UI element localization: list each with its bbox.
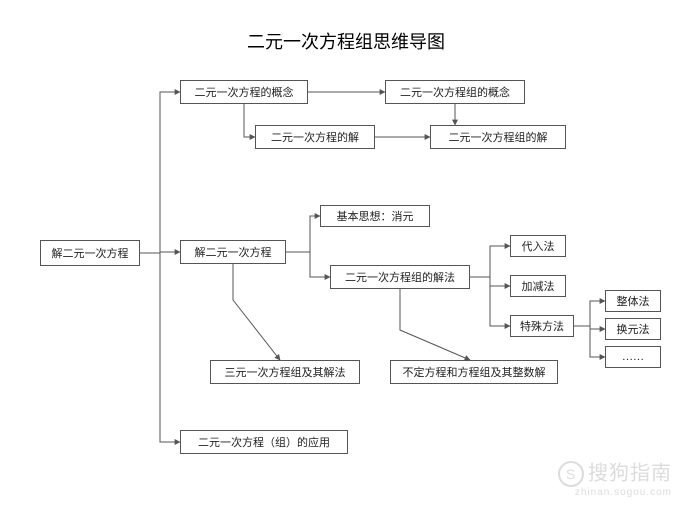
edge-11 xyxy=(470,246,510,277)
node-sol_sys: 二元一次方程组的解 xyxy=(430,125,566,149)
node-more: …… xyxy=(605,346,661,368)
node-solve_eq: 解二元一次方程 xyxy=(180,240,286,264)
edge-8 xyxy=(286,252,330,277)
edge-7 xyxy=(286,216,320,252)
edge-2 xyxy=(140,253,180,442)
edge-14 xyxy=(574,301,605,326)
watermark: S搜狗指南 zhinan.sogou.com xyxy=(558,461,672,499)
diagram-title: 二元一次方程组思维导图 xyxy=(0,28,692,54)
node-sub: 代入法 xyxy=(510,235,566,257)
edge-16 xyxy=(574,326,605,357)
node-special: 特殊方法 xyxy=(510,315,574,337)
node-concept_eq: 二元一次方程的概念 xyxy=(180,80,308,104)
node-indet: 不定方程和方程组及其整数解 xyxy=(390,360,558,384)
edge-12 xyxy=(470,277,510,286)
node-method_sys: 二元一次方程组的解法 xyxy=(330,265,470,289)
node-add: 加减法 xyxy=(510,275,566,297)
watermark-icon: S xyxy=(558,461,584,487)
node-root: 解二元一次方程 xyxy=(40,240,140,266)
edge-9 xyxy=(233,264,280,360)
watermark-url: zhinan.sogou.com xyxy=(558,487,672,499)
node-change: 换元法 xyxy=(605,318,661,340)
diagram-canvas: { "type": "flowchart", "title": "二元一次方程组… xyxy=(0,0,692,519)
edge-10 xyxy=(400,289,470,360)
node-three_var: 三元一次方程组及其解法 xyxy=(210,360,360,384)
edge-15 xyxy=(574,326,605,329)
node-app: 二元一次方程（组）的应用 xyxy=(180,430,348,454)
edge-13 xyxy=(470,277,510,326)
edge-4 xyxy=(244,104,255,137)
edge-0 xyxy=(140,92,180,253)
node-concept_sys: 二元一次方程组的概念 xyxy=(385,80,525,104)
edge-1 xyxy=(140,252,180,253)
node-sol_eq: 二元一次方程的解 xyxy=(255,125,375,149)
watermark-brand: 搜狗指南 xyxy=(588,462,672,484)
node-basic: 基本思想：消元 xyxy=(320,205,430,227)
node-whole: 整体法 xyxy=(605,290,661,312)
